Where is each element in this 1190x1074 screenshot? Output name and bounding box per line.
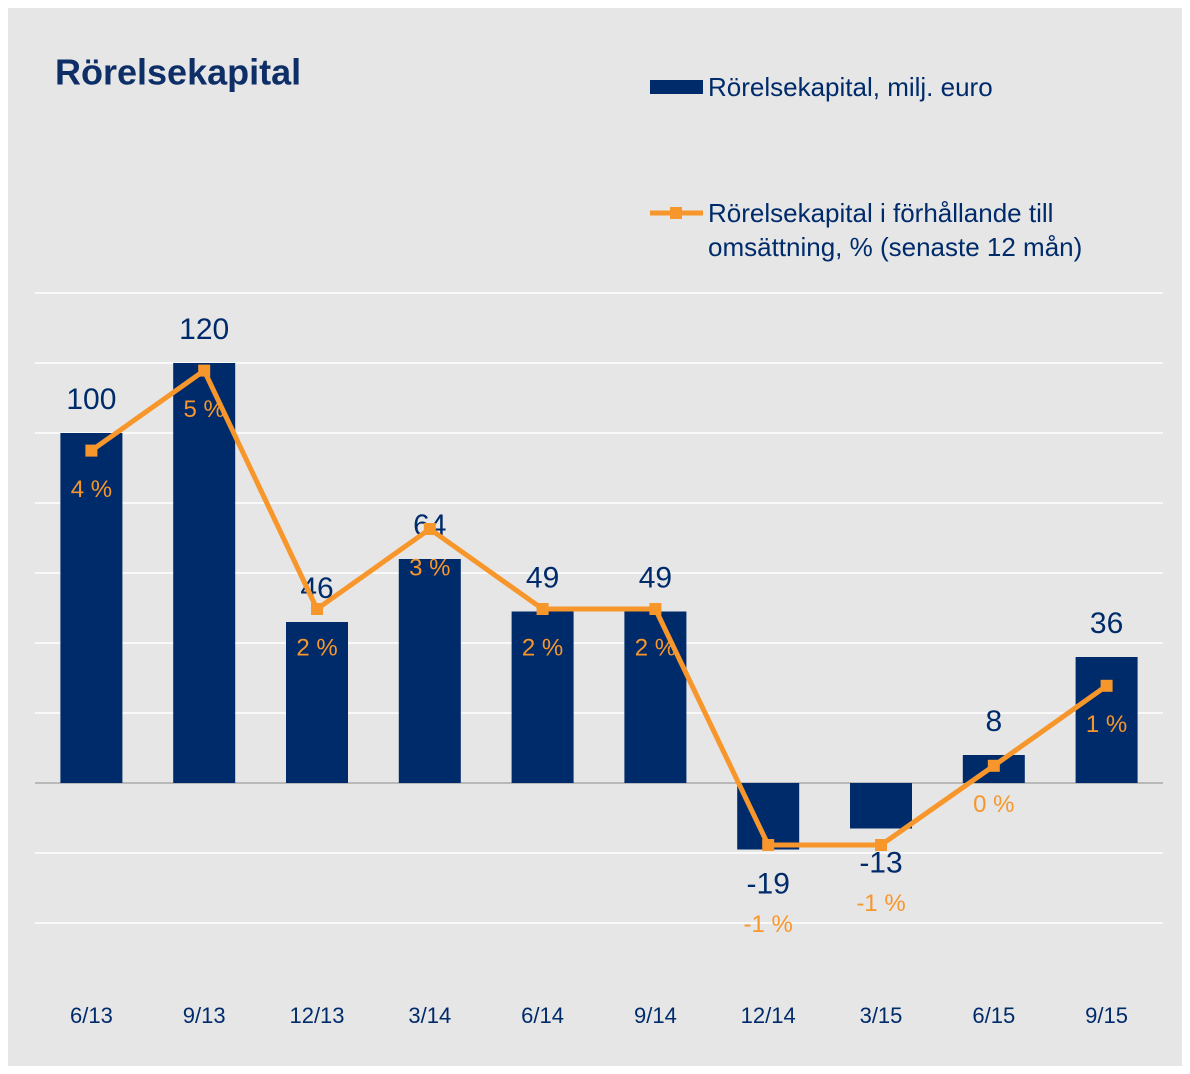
- data-label: 3 %: [409, 554, 450, 581]
- data-label: 100: [66, 383, 116, 416]
- x-tick-label: 12/14: [741, 1003, 796, 1028]
- bar: [737, 783, 800, 850]
- x-tick-label: 12/13: [289, 1003, 344, 1028]
- bar: [511, 611, 574, 783]
- x-tick-label: 6/13: [70, 1003, 113, 1028]
- data-label: 4 %: [71, 476, 112, 503]
- marker: [987, 759, 1000, 772]
- x-tick-label: 9/13: [183, 1003, 226, 1028]
- data-label: -19: [747, 867, 790, 900]
- legend-swatch: [670, 207, 682, 219]
- data-label: 49: [639, 561, 672, 594]
- marker: [762, 839, 775, 851]
- x-tick-label: 9/14: [634, 1003, 677, 1028]
- marker: [85, 444, 98, 457]
- data-label: 36: [1090, 607, 1123, 640]
- data-label: 120: [179, 313, 229, 346]
- bar: [286, 622, 348, 783]
- x-tick-label: 3/15: [860, 1003, 903, 1028]
- marker: [649, 603, 662, 615]
- bar: [1075, 657, 1138, 783]
- bar: [60, 433, 123, 783]
- data-label: 49: [526, 561, 559, 594]
- marker: [311, 603, 323, 615]
- legend-swatch: [650, 80, 703, 94]
- x-tick-label: 6/14: [521, 1003, 564, 1028]
- bar: [173, 363, 236, 783]
- marker: [536, 603, 549, 615]
- data-label: 2 %: [635, 634, 676, 661]
- x-tick-label: 3/14: [408, 1003, 451, 1028]
- data-label: 1 %: [1086, 711, 1127, 738]
- bar: [624, 611, 687, 783]
- legend-label: Rörelsekapital, milj. euro: [708, 72, 993, 102]
- x-tick-label: 6/15: [972, 1003, 1015, 1028]
- data-label: 5 %: [184, 396, 225, 423]
- marker: [1100, 679, 1113, 692]
- x-tick-label: 9/15: [1085, 1003, 1128, 1028]
- legend-label: Rörelsekapital i förhållande till omsätt…: [708, 198, 1083, 262]
- chart-title: Rörelsekapital: [55, 52, 301, 93]
- data-label: -13: [859, 846, 902, 879]
- line: [89, 368, 1109, 848]
- data-label: -1 %: [744, 911, 793, 938]
- data-label: -1 %: [856, 890, 905, 917]
- marker: [875, 839, 887, 851]
- data-label: 0 %: [973, 791, 1014, 818]
- bar: [398, 559, 461, 783]
- marker: [198, 364, 211, 377]
- marker: [423, 523, 436, 535]
- data-label: 8: [985, 705, 1002, 738]
- data-label: 2 %: [522, 634, 563, 661]
- bar: [850, 783, 912, 829]
- data-label: 2 %: [296, 634, 337, 661]
